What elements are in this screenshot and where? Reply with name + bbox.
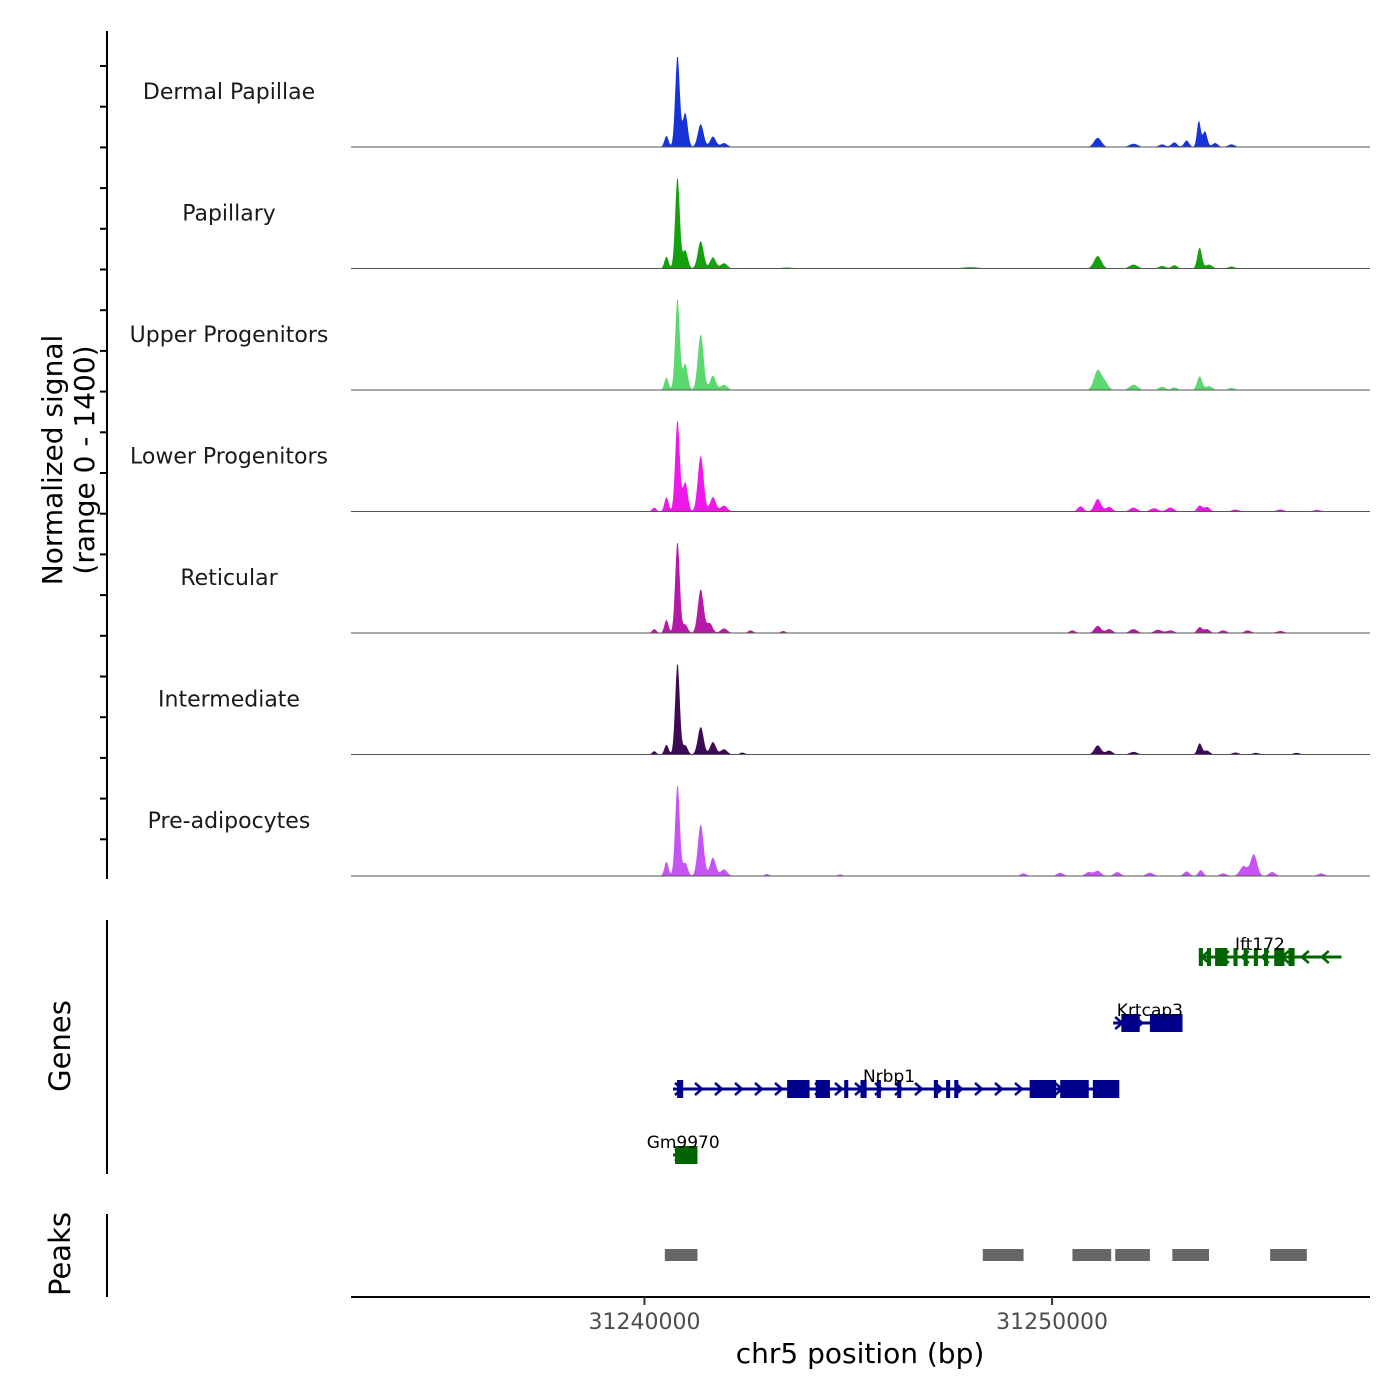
peaks-track [664,1249,1307,1261]
strand-chevron [694,1082,704,1096]
coverage-y-axis-ticks [100,65,107,841]
signal-area [351,786,1370,876]
track-lower-progenitors: Lower Progenitors [130,421,1370,512]
x-tick-label: 31240000 [588,1310,700,1335]
peak-region [982,1249,1024,1261]
gene-gm9970: Gm9970 [647,1133,720,1164]
gene-exon [1288,948,1295,966]
track-label: Reticular [180,566,278,591]
gene-exon [954,1080,959,1098]
track-papillary: Papillary [182,178,1370,269]
strand-chevron [1014,1082,1024,1096]
gene-exon [1274,948,1285,966]
track-label: Papillary [182,202,276,227]
gene-exon [1060,1080,1089,1098]
x-axis-title: chr5 position (bp) [736,1337,985,1370]
signal-area [351,300,1370,390]
track-reticular: Reticular [180,543,1370,634]
gene-exon [946,1080,951,1098]
peaks-panel-title: Peaks [43,1212,77,1296]
track-label: Dermal Papillae [143,80,315,105]
coverage-tracks: Dermal Papillae Papillary Upper Progenitor… [130,56,1370,877]
gene-exon [1264,948,1269,966]
gene-exon [677,1080,684,1098]
gene-exon [1233,948,1238,966]
gene-exon [675,1146,698,1164]
gene-exon [876,1080,881,1098]
gene-krtcap3: Krtcap3 [1113,1001,1183,1032]
strand-chevron [754,1082,764,1096]
gene-exon [1215,948,1228,966]
gene-nrbp1: Nrbp1 [673,1067,1120,1098]
gene-label: Krtcap3 [1117,1001,1183,1021]
genes-panel-title: Genes [43,1000,77,1092]
gene-exon [1198,948,1203,966]
genes-track: Ift172 Krtcap3 Nrbp1 Gm9970 [647,935,1342,1164]
track-intermediate: Intermediate [158,664,1370,755]
coverage-y-axis-title-line2: (range 0 - 1400) [68,345,101,574]
coverage-y-axis-title: Normalized signal (range 0 - 1400) [36,335,101,586]
gene-exon [860,1080,867,1098]
gene-exon [815,1080,830,1098]
gene-ift172: Ift172 [1198,935,1342,966]
gene-exon [1121,1014,1140,1032]
track-label: Upper Progenitors [130,323,329,348]
gene-exon [933,1080,938,1098]
track-pre-adipocytes: Pre-adipocytes [148,786,1370,877]
gene-exon [1092,1080,1120,1098]
signal-area [351,178,1370,269]
strand-chevron [834,1082,844,1096]
gene-exon [1243,948,1248,966]
gene-exon [1206,948,1212,966]
signal-area [351,664,1370,755]
coverage-y-axis-title-line1: Normalized signal [36,335,69,586]
strand-chevron [1319,950,1330,964]
gene-exon [1029,1080,1057,1098]
gene-exon [897,1080,902,1098]
strand-chevron [1299,950,1310,964]
strand-chevron [914,1082,924,1096]
strand-chevron [714,1082,724,1096]
track-upper-progenitors: Upper Progenitors [130,300,1370,391]
strand-chevron [994,1082,1004,1096]
strand-chevron [774,1082,784,1096]
signal-area [351,421,1370,512]
gene-exon [844,1080,849,1098]
strand-chevron [734,1082,744,1096]
gene-exon [1253,948,1258,966]
track-dermal-papillae: Dermal Papillae [143,56,1370,148]
signal-area [351,56,1370,147]
strand-chevron [974,1082,984,1096]
peak-region [1172,1249,1209,1261]
x-axis-ticks: 31240000 31250000 [588,1297,1108,1335]
peak-region [1270,1249,1307,1261]
track-label: Intermediate [158,688,300,713]
gene-exon [787,1080,810,1098]
peak-region [1072,1249,1112,1261]
signal-area [351,543,1370,633]
peak-region [664,1249,698,1261]
track-label: Pre-adipocytes [148,809,311,834]
gene-label: Ift172 [1235,935,1285,955]
x-tick-label: 31250000 [996,1310,1108,1335]
gene-label: Gm9970 [647,1133,720,1153]
track-label: Lower Progenitors [130,445,328,470]
gene-label: Nrbp1 [863,1067,915,1087]
peak-region [1115,1249,1150,1261]
gene-exon [1149,1014,1183,1032]
